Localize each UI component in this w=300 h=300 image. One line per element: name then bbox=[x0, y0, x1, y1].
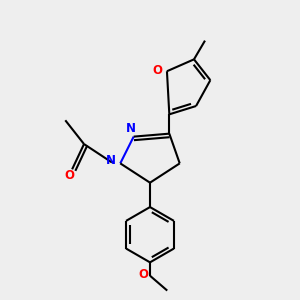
Text: N: N bbox=[106, 154, 116, 167]
Text: N: N bbox=[126, 122, 136, 135]
Text: O: O bbox=[152, 64, 162, 76]
Text: O: O bbox=[139, 268, 148, 281]
Text: O: O bbox=[65, 169, 75, 182]
